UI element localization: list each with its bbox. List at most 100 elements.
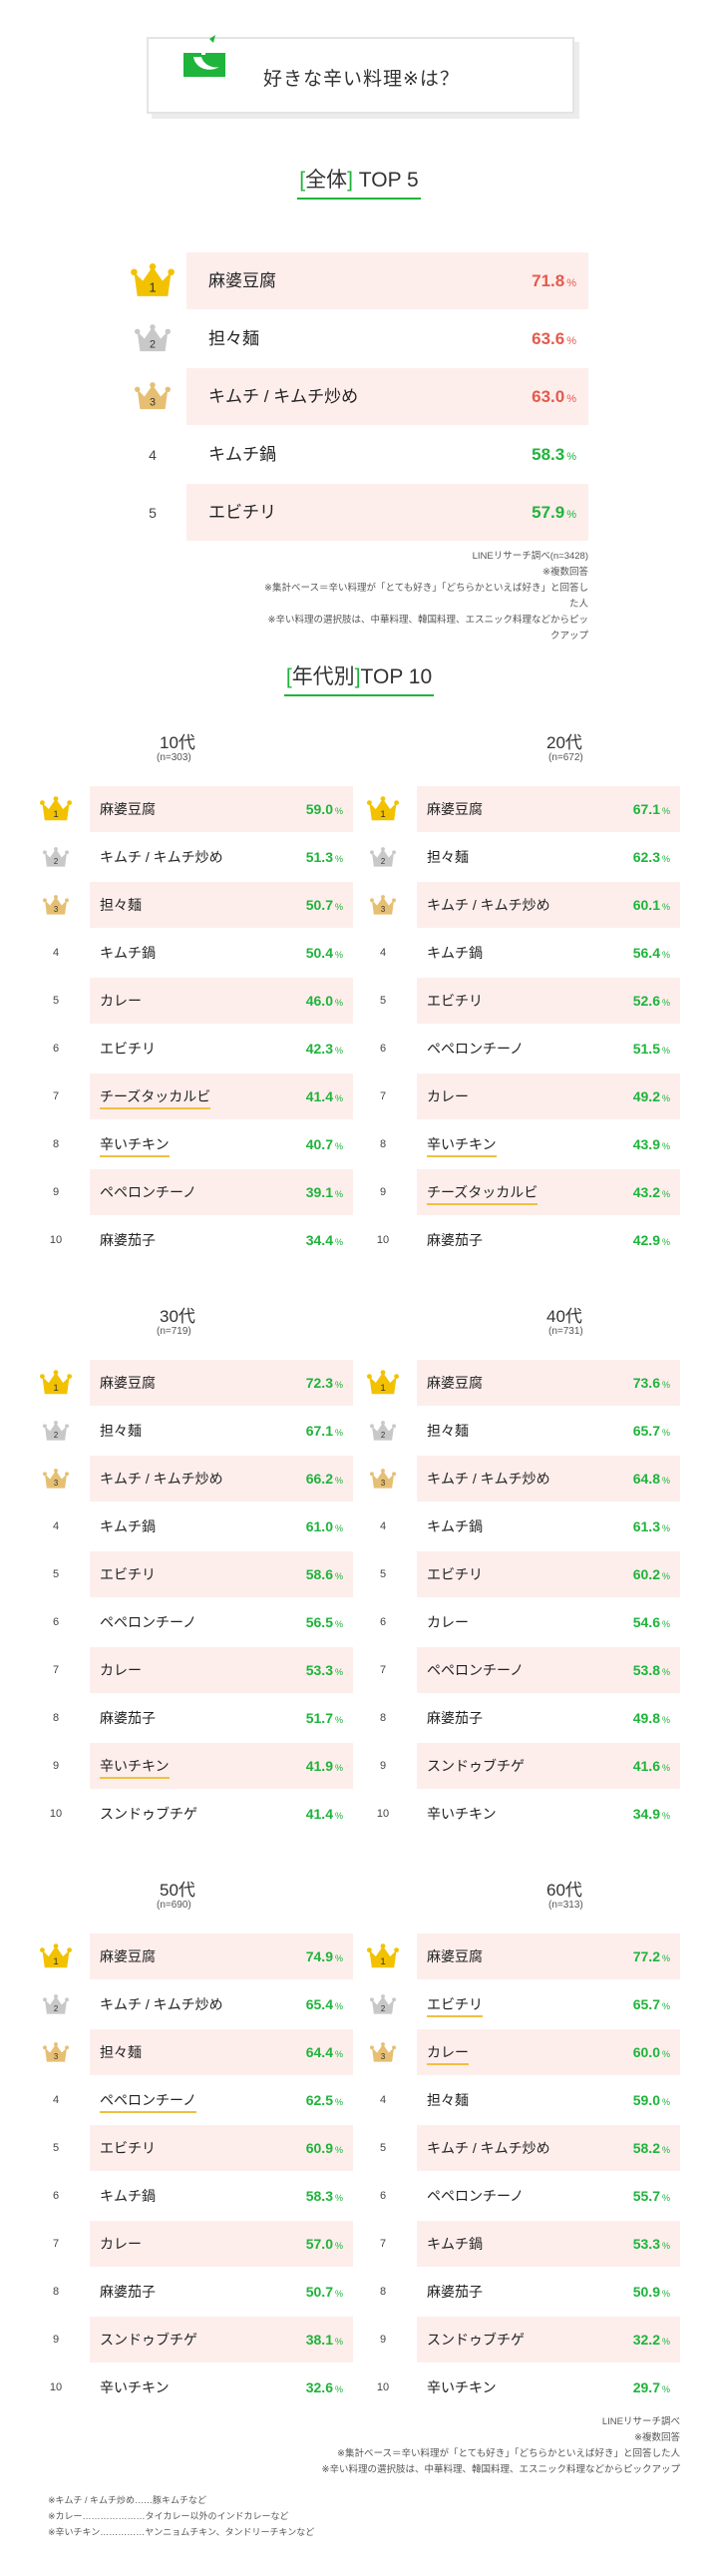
age-row: 8 麻婆茄子 49.8% (367, 1695, 680, 1741)
dish-name: エビチリ (100, 1551, 156, 1597)
dish-value: 58.2% (633, 2125, 670, 2171)
row-highlight (90, 978, 353, 1024)
dish-name: キムチ / キムチ炒め (100, 1456, 223, 1502)
dish-name-text: 麻婆茄子 (427, 1710, 483, 1726)
age-row: 3 キムチ / キムチ炒め 64.8% (367, 1456, 680, 1502)
dish-name-text: 麻婆茄子 (427, 2284, 483, 2300)
age-row: 6 エビチリ 42.3% (40, 1026, 353, 1072)
dish-name-text: 担々麺 (427, 2092, 469, 2108)
dish-value: 56.4% (633, 930, 670, 976)
dish-value: 34.4% (306, 1217, 343, 1263)
dish-name: ペペロンチーノ (100, 1169, 196, 1215)
dish-name-text: ペペロンチーノ (100, 1184, 197, 1200)
dish-name-text: キムチ鍋 (100, 1518, 156, 1534)
row-highlight (90, 786, 353, 832)
overall-row: 3 キムチ / キムチ炒め 63.0% (130, 368, 588, 425)
dish-value: 52.6% (633, 978, 670, 1024)
value-unit: % (334, 1237, 343, 1247)
age-row: 7 ペペロンチーノ 53.8% (367, 1647, 680, 1693)
dish-value: 62.5% (306, 2077, 343, 2123)
dish-name: キムチ / キムチ炒め (100, 834, 223, 880)
dish-name-text: 担々麺 (427, 1423, 469, 1439)
value-number: 67.1 (305, 1423, 333, 1439)
value-number: 49.8 (632, 1710, 660, 1726)
row-highlight (90, 1456, 353, 1502)
age-title: 50代 (160, 1881, 195, 1900)
rank-badge: 5 (52, 995, 60, 1007)
dish-name: 麻婆豆腐 (427, 1360, 483, 1406)
age-row: 10 辛いチキン 29.7% (367, 2364, 680, 2410)
dish-name-text: スンドゥブチゲ (427, 1758, 525, 1774)
age-title: 30代 (160, 1307, 195, 1326)
dish-name: 麻婆茄子 (427, 1217, 483, 1263)
dish-value: 64.8% (633, 1456, 670, 1502)
age-row: 5 カレー 46.0% (40, 978, 353, 1024)
value-number: 50.4 (305, 945, 333, 961)
value-number: 40.7 (305, 1136, 333, 1152)
rank-number: 1 (380, 809, 385, 820)
dish-name: キムチ鍋 (100, 2173, 156, 2219)
dish-value: 58.3% (532, 426, 576, 483)
value-number: 43.2 (632, 1184, 660, 1200)
value-number: 34.9 (632, 1806, 660, 1822)
dish-name: スンドゥブチゲ (427, 2317, 525, 2362)
dish-value: 50.9% (633, 2269, 670, 2315)
age-title: 20代 (546, 733, 582, 752)
dish-name: 辛いチキン (100, 1121, 170, 1167)
age-heading: [年代別]TOP 10 (0, 660, 718, 696)
dish-name: 麻婆豆腐 (100, 1360, 156, 1406)
age-row: 4 キムチ鍋 61.0% (40, 1503, 353, 1549)
dish-name-text: スンドゥブチゲ (100, 1806, 197, 1822)
note-line: ※カレー…………………タイカレー以外のインドカレーなど (48, 2511, 289, 2521)
value-unit: % (334, 2337, 343, 2347)
dish-value: 63.0% (532, 368, 576, 425)
dish-name: ペペロンチーノ (427, 1647, 524, 1693)
dish-name: 担々麺 (100, 1408, 142, 1454)
dish-name: ペペロンチーノ (427, 1026, 524, 1072)
dish-name-text: 担々麺 (100, 2044, 142, 2060)
rank-number: 3 (150, 397, 156, 409)
dish-name-text: 担々麺 (100, 897, 142, 913)
value-unit: % (566, 509, 576, 521)
rank-badge: 6 (52, 2190, 60, 2202)
crown-icon: 2 (43, 1993, 69, 2014)
age-row: 4 担々麺 59.0% (367, 2077, 680, 2123)
rank-badge: 5 (379, 1568, 387, 1580)
dish-value: 53.3% (633, 2221, 670, 2267)
dish-name-text: ペペロンチーノ (427, 1662, 525, 1678)
overall-notes: LINEリサーチ調べ(n=3428) ※複数回答 ※集計ベース＝辛い料理が「とても好… (259, 549, 588, 644)
value-number: 49.2 (632, 1088, 660, 1104)
value-unit: % (661, 2241, 670, 2251)
dish-name: キムチ鍋 (100, 1503, 156, 1549)
row-highlight (90, 1360, 353, 1406)
dish-value: 41.4% (306, 1791, 343, 1837)
age-row: 4 ペペロンチーノ 62.5% (40, 2077, 353, 2123)
rank-badge: 9 (379, 1760, 387, 1772)
rank-badge: 1 (40, 1360, 72, 1406)
age-title: 60代 (546, 1881, 582, 1900)
dish-name-text: 麻婆茄子 (427, 1232, 483, 1248)
value-unit: % (334, 854, 343, 864)
row-highlight (90, 1169, 353, 1215)
note-line: ※キムチ / キムチ炒め……豚キムチなど (48, 2495, 207, 2505)
value-number: 60.2 (632, 1566, 660, 1582)
age-row: 5 エビチリ 60.9% (40, 2125, 353, 2171)
dish-value: 61.3% (633, 1503, 670, 1549)
age-row: 3 担々麺 50.7% (40, 882, 353, 928)
crown-icon: 3 (43, 2041, 69, 2062)
value-unit: % (661, 1619, 670, 1629)
rank-badge: 6 (379, 1616, 387, 1628)
dish-name-text: 担々麺 (427, 849, 469, 865)
dish-name: キムチ鍋 (427, 930, 483, 976)
dish-name-text: ペペロンチーノ (100, 2092, 197, 2113)
dish-name: 担々麺 (427, 1408, 469, 1454)
dish-value: 77.2% (633, 1933, 670, 1979)
value-unit: % (661, 2384, 670, 2394)
dish-name-text: 辛いチキン (427, 2379, 497, 2395)
dish-name: スンドゥブチゲ (100, 2317, 197, 2362)
rank-badge: 6 (379, 1043, 387, 1055)
value-number: 32.6 (305, 2379, 333, 2395)
age-row: 1 麻婆豆腐 67.1% (367, 786, 680, 832)
age-row: 5 エビチリ 60.2% (367, 1551, 680, 1597)
rank-badge: 1 (40, 786, 72, 832)
